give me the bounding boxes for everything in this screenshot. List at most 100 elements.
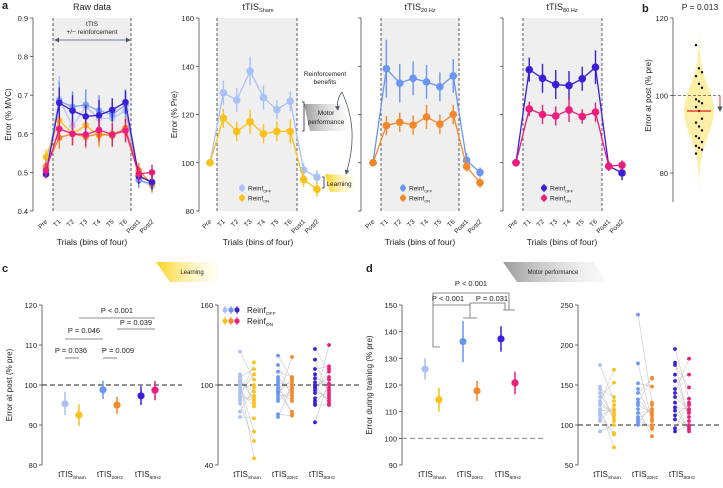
panel-label-d: d (366, 263, 373, 275)
subject-point (598, 395, 602, 399)
subject-point (252, 439, 256, 443)
x-group-label-base: tTIS (97, 470, 112, 479)
legend-label: ReinfOFF (248, 186, 272, 194)
learning-label: Learning (326, 181, 352, 188)
subject-point (252, 399, 256, 403)
data-point (82, 101, 90, 109)
data-point (525, 65, 534, 74)
subject-point (650, 419, 654, 423)
significance-bracket-sham-20hz (432, 304, 477, 348)
subject-point (252, 396, 256, 401)
pairing-line (674, 407, 690, 410)
subject-point (687, 372, 691, 377)
data-point (551, 80, 560, 89)
pairing-line (314, 387, 330, 404)
x-group-label-sub: 20Hz (472, 475, 484, 481)
legend-marker (541, 195, 547, 201)
subject-point (694, 144, 698, 148)
data-point (409, 121, 417, 129)
pairing-line (599, 404, 615, 422)
subject-point (700, 140, 704, 144)
subject-point (697, 100, 701, 103)
x-tick-label: T5 (575, 218, 586, 229)
comparison-p-value: P = 0.046 (68, 326, 100, 335)
pairing-line (599, 382, 615, 398)
x-group-label-sub: Sham (433, 475, 446, 481)
pairing-line (674, 348, 690, 399)
subject-point (313, 384, 317, 389)
data-point (219, 114, 228, 122)
legend-marker (541, 185, 547, 191)
pairing-line (637, 378, 653, 394)
data-point (604, 162, 613, 170)
pairing-line (277, 384, 293, 415)
subject-point (238, 388, 242, 393)
x-group-label: tTIS80Hz (495, 470, 522, 481)
legend-label-sub: ON (565, 199, 571, 204)
y-tick-label: 250 (560, 301, 573, 310)
subject-point (252, 360, 256, 365)
subject-point (252, 401, 256, 406)
subject-point (276, 369, 280, 374)
x-group-label-base: tTIS (272, 470, 287, 479)
panel-title: Raw data (73, 2, 111, 12)
x-group-label-base: tTIS (58, 470, 73, 479)
x-group-label: tTISSham (418, 470, 446, 481)
comparison-p-value: P < 0.001 (101, 306, 133, 315)
subject-point (694, 74, 698, 78)
panel-title: tTISSham (242, 2, 273, 14)
data-point (618, 169, 626, 177)
subject-point (636, 312, 640, 317)
mean-point (473, 387, 481, 395)
subject-point (673, 372, 677, 377)
subject-point (313, 380, 317, 385)
y-tick-label: 160 (181, 14, 194, 23)
benefit-arrow-motor (334, 91, 343, 111)
subject-point (636, 403, 640, 407)
subject-point (313, 388, 317, 393)
x-tick-label: T4 (92, 218, 103, 229)
pairing-line (314, 359, 330, 396)
legend-label: ReinfON (247, 317, 274, 328)
data-point (538, 74, 547, 83)
pairing-line (277, 384, 293, 418)
legend-label: ReinfOFF (550, 186, 574, 194)
x-axis-label: Trials (bins of four) (223, 237, 294, 247)
subject-point (327, 393, 331, 398)
data-point (148, 178, 156, 186)
reinforcement-benefits-label: benefits (314, 79, 338, 86)
comparison-p-value: P = 0.036 (55, 346, 87, 355)
subject-point (327, 396, 331, 401)
pairing-line (314, 379, 330, 423)
y-tick-label: 40 (205, 461, 213, 470)
legend-marker (222, 318, 228, 324)
pairing-line (599, 388, 615, 398)
panel-label-a: a (2, 0, 9, 12)
data-point (95, 126, 103, 134)
subject-point (612, 367, 616, 372)
subject-point (694, 152, 698, 155)
data-point (512, 158, 520, 167)
pairing-line (277, 364, 293, 399)
x-tick-label: T6 (446, 218, 457, 229)
pairing-line (674, 362, 690, 422)
pairing-line (314, 376, 330, 388)
panel-label-c: c (2, 263, 8, 275)
data-point (148, 169, 156, 176)
pairing-line (637, 410, 653, 414)
pairing-line (239, 395, 255, 402)
comparison-p-value: P = 0.031 (476, 294, 508, 303)
subject-point (238, 396, 242, 401)
x-tick-label: T1 (522, 218, 533, 229)
subject-point (650, 376, 654, 381)
subject-point (327, 391, 331, 395)
subject-point (636, 397, 640, 402)
pairing-line (599, 424, 615, 432)
subject-point (694, 43, 698, 47)
x-group-label-base: tTIS (418, 470, 433, 479)
legend-label-sub: OFF (266, 311, 276, 317)
x-tick-label: T3 (406, 218, 417, 229)
subject-point (650, 403, 654, 407)
subject-point (327, 367, 331, 371)
